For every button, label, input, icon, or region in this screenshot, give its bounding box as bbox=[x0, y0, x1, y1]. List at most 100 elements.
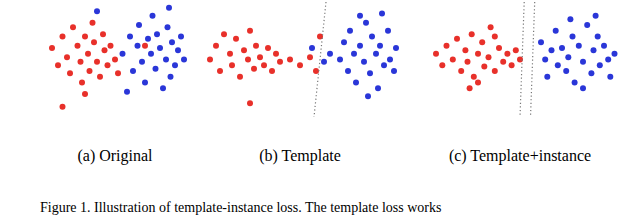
boundary-line bbox=[314, 2, 326, 117]
scatter-point bbox=[471, 74, 477, 80]
scatter-point bbox=[605, 57, 611, 63]
scatter-point bbox=[213, 43, 219, 49]
scatter-point bbox=[181, 57, 187, 63]
scatter-point bbox=[49, 45, 55, 51]
scatter-point bbox=[542, 57, 548, 63]
scatter-point bbox=[433, 51, 439, 57]
scatter-point bbox=[217, 68, 223, 74]
scatter-point bbox=[261, 62, 267, 68]
scatter-point bbox=[538, 39, 544, 45]
scatter-point bbox=[247, 100, 253, 106]
scatter-point bbox=[367, 70, 373, 76]
scatter-point bbox=[90, 20, 96, 26]
scatter-point bbox=[168, 74, 174, 80]
scatter-point bbox=[307, 54, 313, 60]
scatter-point bbox=[492, 68, 498, 74]
scatter-point bbox=[439, 62, 445, 68]
scatter-point bbox=[591, 47, 597, 53]
scatter-point bbox=[458, 68, 464, 74]
scatter-point bbox=[381, 62, 387, 68]
scatter-point bbox=[78, 59, 84, 65]
scatter-point bbox=[115, 70, 121, 76]
scatter-point bbox=[178, 34, 184, 40]
scatter-point bbox=[481, 63, 487, 69]
scatter-point bbox=[94, 8, 100, 14]
scatter-point bbox=[237, 74, 243, 80]
plot-area bbox=[433, 2, 618, 117]
scatter-point bbox=[55, 62, 61, 68]
scatter-point bbox=[145, 36, 151, 42]
scatter-point bbox=[313, 68, 319, 74]
scatter-point bbox=[251, 66, 257, 72]
panel: (a) Original bbox=[49, 5, 187, 165]
scatter-point bbox=[60, 34, 66, 40]
scatter-point bbox=[233, 36, 239, 42]
scatter-point bbox=[257, 54, 263, 60]
scatter-point bbox=[584, 22, 590, 28]
panel: (c) Template+instance bbox=[433, 2, 618, 165]
scatter-point bbox=[97, 74, 103, 80]
scatter-point bbox=[379, 11, 385, 17]
scatter-point bbox=[504, 51, 510, 57]
scatter-point bbox=[253, 43, 259, 49]
scatter-point bbox=[75, 43, 81, 49]
scatter-point bbox=[572, 80, 578, 86]
scatter-point bbox=[165, 24, 171, 30]
scatter-point bbox=[273, 51, 279, 57]
boundary-line bbox=[531, 2, 535, 117]
scatter-point bbox=[454, 36, 460, 42]
scatter-point bbox=[377, 43, 383, 49]
scatter-point bbox=[373, 51, 379, 57]
scatter-point bbox=[327, 51, 333, 57]
scatter-point bbox=[112, 57, 118, 63]
scatter-point bbox=[375, 85, 381, 91]
scatter-point bbox=[479, 39, 485, 45]
scatter-point bbox=[135, 43, 141, 49]
scatter-point bbox=[462, 47, 468, 53]
scatter-point bbox=[163, 57, 169, 63]
panel: (b) Template bbox=[207, 2, 399, 165]
scatter-point bbox=[130, 68, 136, 74]
scatter-point bbox=[85, 51, 91, 57]
panel-label: (c) Template+instance bbox=[449, 147, 591, 165]
scatter-point bbox=[607, 74, 613, 80]
scatter-point bbox=[124, 89, 130, 95]
scatter-point bbox=[102, 47, 108, 53]
scatter-point bbox=[593, 13, 599, 19]
scatter-point bbox=[496, 45, 502, 51]
scatter-point bbox=[309, 45, 315, 51]
scatter-point bbox=[127, 34, 133, 40]
scatter-point bbox=[341, 39, 347, 45]
panel-label: (a) Original bbox=[77, 147, 153, 165]
scatter-point bbox=[154, 31, 160, 37]
scatter-point bbox=[82, 91, 88, 97]
scatter-point bbox=[580, 85, 586, 91]
scatter-point bbox=[588, 70, 594, 76]
figure: (a) Original (b) Template (c) Template+ins… bbox=[0, 0, 640, 221]
scatter-point bbox=[357, 13, 363, 19]
scatter-point bbox=[549, 47, 555, 53]
scatter-point bbox=[351, 51, 357, 57]
scatter-point bbox=[353, 80, 359, 86]
scatter-point bbox=[513, 47, 519, 53]
plot-area bbox=[207, 2, 399, 117]
scatter-point bbox=[595, 34, 601, 40]
scatter-point bbox=[108, 43, 114, 49]
scatter-point bbox=[60, 104, 66, 110]
scatter-point bbox=[486, 54, 492, 60]
scatter-point bbox=[492, 34, 498, 40]
scatter-point bbox=[450, 57, 456, 63]
scatter-point bbox=[150, 13, 156, 19]
scatter-point bbox=[269, 68, 275, 74]
scatter-point bbox=[544, 74, 550, 80]
scatter-point bbox=[79, 80, 85, 86]
scatter-point bbox=[337, 57, 343, 63]
scatter-point bbox=[82, 34, 88, 40]
scatter-point bbox=[139, 59, 145, 65]
scatter-point bbox=[153, 66, 159, 72]
scatter-point bbox=[361, 59, 367, 65]
scatter-point bbox=[229, 62, 235, 68]
scatter-point bbox=[444, 43, 450, 49]
scatter-point bbox=[393, 45, 399, 51]
scatter-point bbox=[277, 59, 283, 65]
